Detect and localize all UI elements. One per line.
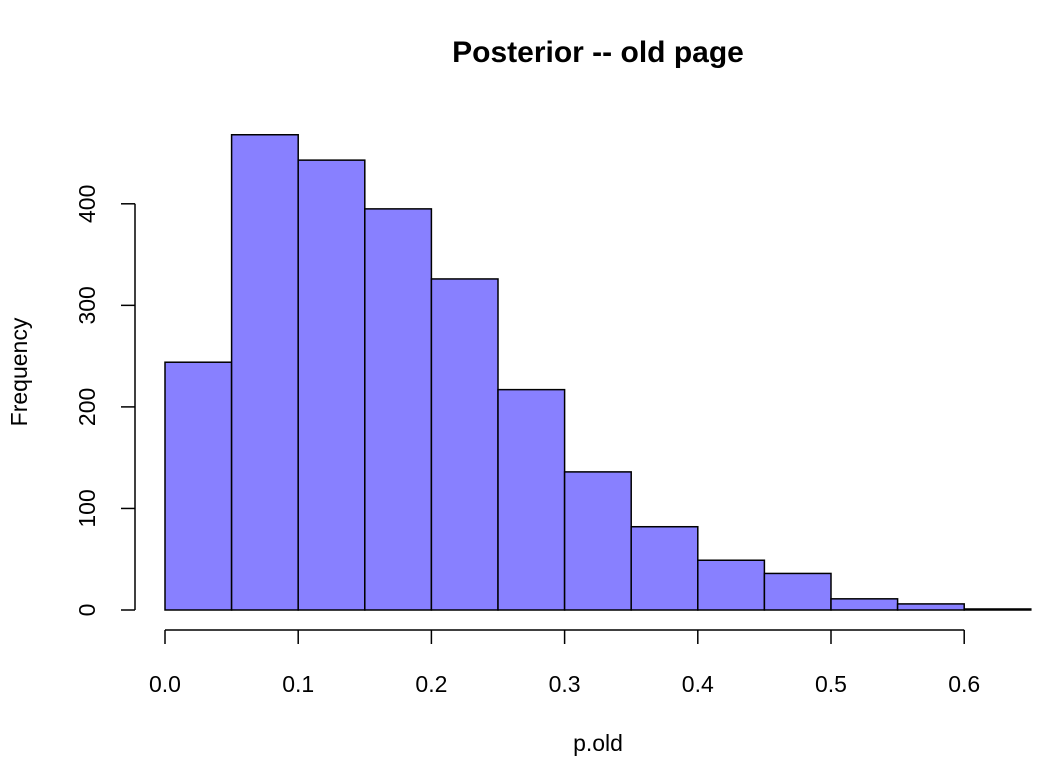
histogram-bar: [430, 278, 499, 611]
histogram-bar: [164, 361, 233, 611]
histogram-bar: [697, 559, 766, 611]
x-tick-label: 0.0: [149, 671, 181, 697]
bars-group: [164, 133, 1032, 611]
histogram-bar: [497, 388, 566, 611]
x-tick-label: 0.4: [682, 671, 714, 697]
x-axis-label: p.old: [573, 730, 623, 756]
histogram-bar: [830, 598, 899, 611]
x-tick-label: 0.5: [815, 671, 847, 697]
x-tick-label: 0.3: [549, 671, 581, 697]
histogram-bar: [364, 208, 433, 611]
y-tick-label: 100: [74, 489, 100, 527]
histogram-bar: [896, 603, 965, 611]
y-tick-label: 0: [74, 604, 100, 617]
x-tick-label: 0.2: [415, 671, 447, 697]
histogram-bar: [297, 159, 366, 611]
x-tick-label: 0.6: [948, 671, 980, 697]
x-tick-label: 0.1: [282, 671, 314, 697]
histogram-bar: [563, 471, 632, 611]
histogram-bar: [230, 133, 299, 611]
histogram-bar: [630, 525, 699, 611]
chart-title: Posterior -- old page: [452, 36, 744, 69]
histogram-bar: [963, 608, 1032, 611]
y-tick-label: 300: [74, 286, 100, 324]
y-axis-label: Frequency: [6, 317, 32, 426]
histogram-bar: [763, 572, 832, 611]
y-tick-label: 400: [74, 185, 100, 223]
x-axis: 0.0 0.1 0.2 0.3 0.4 0.5 0.6: [149, 629, 980, 697]
y-tick-label: 200: [74, 388, 100, 426]
y-axis: 0 100 200 300 400: [74, 185, 136, 617]
